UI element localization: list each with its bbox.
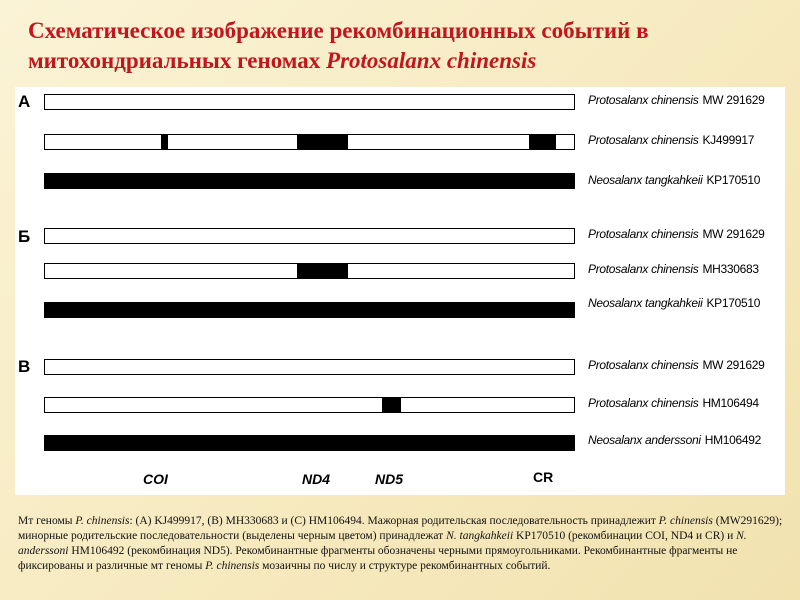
species-name: Neosalanx tangkahkeii (588, 173, 703, 187)
caption-text: (MW291629); минорные родительские послед… (18, 515, 783, 542)
recombinant-segment (529, 135, 556, 149)
accession: HM106492 (704, 433, 762, 447)
caption-species: P. chinensis (205, 560, 260, 572)
accession: MH330683 (702, 262, 759, 276)
recombinant-segment (161, 135, 168, 149)
caption-text: мозаичны по числу и структуре рекомбинан… (259, 560, 551, 572)
gene-label: ND5 (375, 471, 404, 487)
row-label: Protosalanx chinensis MW 291629 (588, 93, 765, 107)
accession: HM106494 (702, 396, 759, 410)
accession: KP170510 (706, 296, 761, 310)
accession: KJ499917 (702, 133, 755, 147)
species-name: Protosalanx chinensis (588, 133, 699, 147)
species-name: Neosalanx anderssoni (588, 433, 701, 447)
panel-label: В (18, 357, 31, 376)
genome-bar (44, 228, 575, 244)
genome-bar (44, 134, 575, 150)
row-label: Neosalanx anderssoni HM106492 (588, 433, 761, 447)
genome-bar (44, 397, 575, 413)
recombinant-segment (297, 135, 348, 149)
title-text: Схематическое изображение рекомбинационн… (28, 18, 649, 73)
title-species: Protosalanx chinensis (326, 48, 537, 73)
row-label: Neosalanx tangkahkeii KP170510 (588, 296, 760, 310)
caption-species: N. tangkahkeii (446, 530, 514, 542)
species-name: Protosalanx chinensis (588, 358, 699, 372)
caption-text: Мт геномы (18, 515, 76, 527)
genome-bar (44, 302, 575, 318)
row-label: Protosalanx chinensis KJ499917 (588, 133, 754, 147)
species-name: Protosalanx chinensis (588, 262, 699, 276)
row-label: Protosalanx chinensis HM106494 (588, 396, 759, 410)
species-name: Protosalanx chinensis (588, 396, 699, 410)
caption-species: N. anderssoni (18, 530, 747, 557)
genome-bar (44, 94, 575, 110)
row-label: Protosalanx chinensis MW 291629 (588, 227, 765, 241)
genome-bar (44, 173, 575, 189)
gene-label: ND4 (302, 471, 331, 487)
gene-label: CR (533, 469, 554, 485)
row-label: Protosalanx chinensis MH330683 (588, 262, 759, 276)
recombinant-segment (382, 398, 401, 412)
caption-species: P. chinensis (75, 515, 130, 527)
gene-label: COI (143, 471, 168, 487)
recombinant-segment (297, 264, 348, 278)
caption: Мт геномы P. chinensis: (A) KJ499917, (B… (18, 514, 786, 574)
slide-title: Схематическое изображение рекомбинационн… (28, 16, 778, 76)
genome-bar (44, 263, 575, 279)
caption-text: : (A) KJ499917, (B) MH330683 и (C) HM106… (129, 515, 659, 527)
row-label: Neosalanx tangkahkeii KP170510 (588, 173, 760, 187)
accession: MW 291629 (702, 227, 765, 241)
panel-label: А (18, 92, 31, 111)
row-label: Protosalanx chinensis MW 291629 (588, 358, 765, 372)
species-name: Neosalanx tangkahkeii (588, 296, 703, 310)
accession: KP170510 (706, 173, 761, 187)
caption-text: KP170510 (рекомбинации COI, ND4 и CR) и (513, 530, 737, 542)
species-name: Protosalanx chinensis (588, 93, 699, 107)
accession: MW 291629 (702, 93, 765, 107)
caption-species: P. chinensis (658, 515, 713, 527)
diagram-panel: А Protosalanx chinensis MW 291629 Protosa… (15, 87, 785, 495)
species-name: Protosalanx chinensis (588, 227, 699, 241)
genome-bar (44, 435, 575, 451)
genome-bar (44, 359, 575, 375)
caption-text: HM106492 (рекомбинация ND5). Рекомбинант… (18, 545, 738, 572)
accession: MW 291629 (702, 358, 765, 372)
panel-label: Б (18, 227, 31, 246)
